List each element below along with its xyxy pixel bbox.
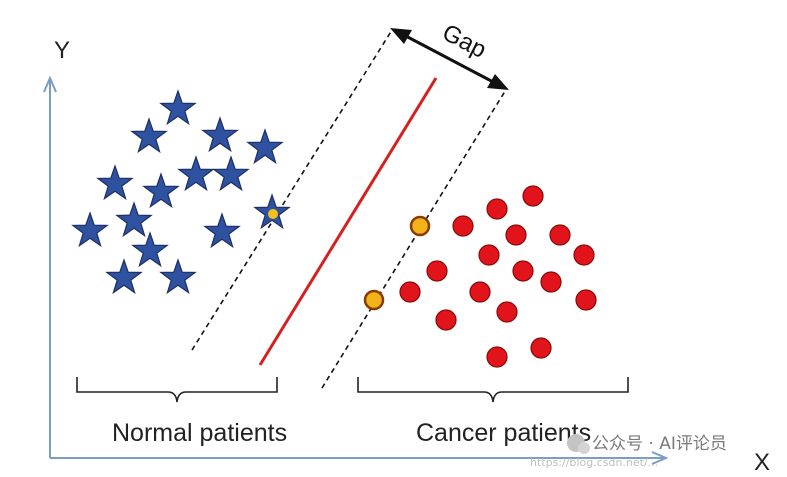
circle-marker: [549, 224, 571, 246]
star-marker: [160, 259, 196, 294]
star-marker: [204, 213, 240, 248]
x-axis-label: X: [754, 449, 770, 476]
star-marker: [72, 212, 108, 247]
star-marker: [143, 173, 179, 208]
star-marker: [97, 165, 133, 200]
wechat-logo-icon-small: [578, 442, 590, 454]
gap-arrow-line: [401, 32, 498, 86]
star-marker: [213, 156, 249, 191]
margin-line-normal: [191, 29, 393, 351]
normal-patients-bracket: [76, 377, 278, 403]
watermark-url: https://blog.csdn.net/...: [530, 456, 658, 469]
gap-indicator: Gap: [390, 19, 509, 90]
circle-marker: [486, 346, 508, 368]
margin-line-cancer: [321, 87, 508, 389]
star-marker: [131, 118, 167, 153]
circle-marker: [530, 337, 552, 359]
circle-marker: [435, 309, 457, 331]
watermark-text: 公众号 · AI评论员: [592, 434, 727, 454]
normal-patients-stars: [72, 90, 290, 294]
normal-patients-label: Normal patients: [112, 419, 287, 447]
circle-marker: [505, 224, 527, 246]
star-marker: [247, 129, 283, 164]
group-brackets: [76, 377, 629, 403]
cancer-patients-circles: [363, 185, 597, 368]
circle-marker: [522, 185, 544, 207]
separator-line: [258, 77, 438, 366]
gap-arrowhead-right-icon: [487, 74, 509, 90]
cancer-patients-bracket: [357, 377, 629, 403]
circle-marker: [540, 271, 562, 293]
support-vector-circle: [409, 215, 431, 237]
star-marker: [116, 202, 152, 237]
circle-marker: [496, 301, 518, 323]
circle-marker: [452, 215, 474, 237]
circle-marker: [486, 198, 508, 220]
circle-marker: [469, 281, 491, 303]
gap-arrowhead-left-icon: [390, 28, 412, 44]
star-marker: [160, 90, 196, 125]
star-marker: [106, 259, 142, 294]
circle-marker: [478, 244, 500, 266]
axes: Y X: [43, 37, 770, 476]
star-marker: [178, 156, 214, 191]
watermark: 公众号 · AI评论员 https://blog.csdn.net/...: [530, 434, 727, 469]
star-marker: [132, 232, 168, 267]
circle-marker: [399, 281, 421, 303]
x-axis-arrow-icon: [651, 451, 669, 465]
circle-marker: [512, 260, 534, 282]
circle-marker: [426, 260, 448, 282]
circle-marker: [575, 289, 597, 311]
support-vector-circle: [363, 289, 385, 311]
margin-lines: [191, 29, 508, 389]
cancer-patients-label: Cancer patients: [416, 419, 591, 447]
circle-marker: [573, 244, 595, 266]
y-axis-arrow-icon: [43, 75, 57, 93]
support-vector-star-center: [268, 209, 278, 219]
star-marker: [202, 117, 238, 152]
y-axis-label: Y: [54, 37, 70, 64]
